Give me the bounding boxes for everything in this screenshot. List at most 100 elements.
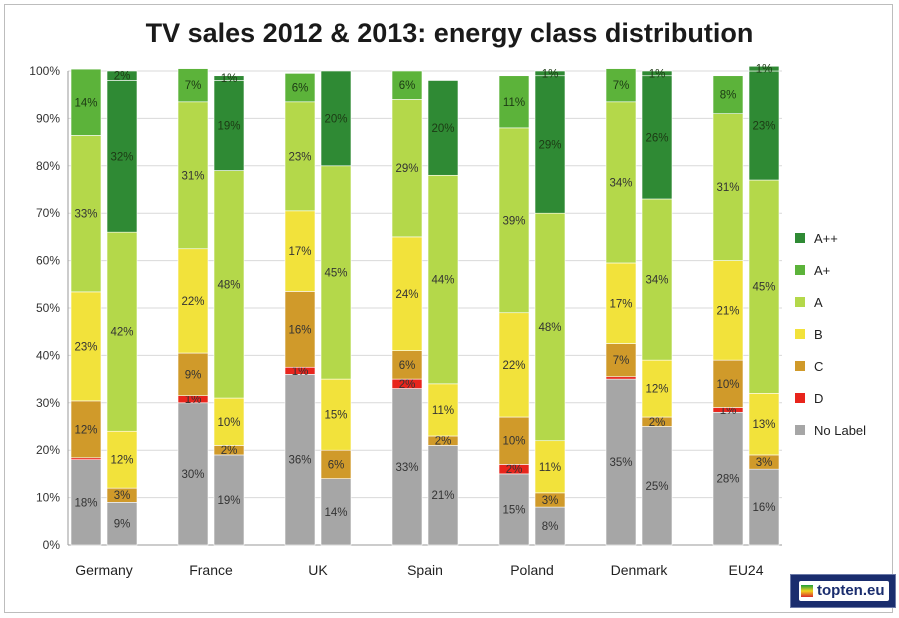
data-label: 33% xyxy=(395,462,418,474)
data-label: 23% xyxy=(288,151,311,163)
bar-segment-2012-a xyxy=(391,99,423,238)
bar-segment-2012-b xyxy=(605,262,637,344)
bar-segment-2013-no-label xyxy=(641,426,673,546)
data-label: 1% xyxy=(649,68,666,80)
data-label: 8% xyxy=(542,521,559,533)
data-label: 10% xyxy=(716,379,739,391)
data-label: 23% xyxy=(752,121,775,133)
x-tick-label: Spain xyxy=(407,562,443,578)
bar-segment-2013-aplusplus xyxy=(213,80,245,171)
data-label: 10% xyxy=(217,417,240,429)
data-label: 2% xyxy=(399,379,416,391)
bar-segment-2012-a xyxy=(605,101,637,264)
data-label: 13% xyxy=(752,419,775,431)
data-label: 14% xyxy=(74,97,97,109)
data-label: 1% xyxy=(756,64,773,76)
data-label: 22% xyxy=(502,360,525,372)
data-label: 1% xyxy=(292,366,309,378)
bar-segment-2013-a xyxy=(641,198,673,361)
data-label: 2% xyxy=(649,417,666,429)
data-label: 33% xyxy=(74,209,97,221)
bar-segment-2012-b xyxy=(177,248,209,354)
bar-segment-2012-no-label xyxy=(498,473,530,546)
bar-segment-2012-aplus xyxy=(498,75,530,129)
data-label: 6% xyxy=(292,83,309,95)
bar-segment-2012-aplus xyxy=(605,68,637,103)
y-tick-label: 0% xyxy=(43,538,61,552)
bar-segment-2012-aplus xyxy=(70,68,102,136)
bar-segment-2013-b xyxy=(748,393,780,456)
data-label: 14% xyxy=(324,507,347,519)
bar-segment-2013-no-label xyxy=(213,454,245,546)
legend-swatch-aplusplus xyxy=(795,233,805,243)
legend-label: A+ xyxy=(814,263,830,278)
data-label: 29% xyxy=(395,163,418,175)
bar-segment-2013-aplusplusplus xyxy=(534,70,566,77)
data-label: 3% xyxy=(756,457,773,469)
bar-segment-2013-b xyxy=(534,440,566,494)
data-label: 31% xyxy=(716,182,739,194)
bar-segment-2013-no-label xyxy=(534,506,566,546)
legend-label: No Label xyxy=(814,423,866,438)
bar-segment-2012-b xyxy=(284,210,316,292)
bar-segment-2013-a xyxy=(748,179,780,394)
bar-segment-2013-c xyxy=(320,449,352,479)
bar-segment-2013-b xyxy=(427,383,459,437)
data-label: 34% xyxy=(645,275,668,287)
bar-segment-2013-no-label xyxy=(106,502,138,546)
data-label: 48% xyxy=(538,322,561,334)
data-label: 21% xyxy=(431,490,454,502)
data-label: 6% xyxy=(399,360,416,372)
data-label: 22% xyxy=(181,296,204,308)
y-tick-label: 100% xyxy=(29,64,60,78)
x-tick-label: EU24 xyxy=(728,562,763,578)
bar-segment-2013-b xyxy=(641,359,673,418)
topten-logo[interactable]: topten.eu xyxy=(790,574,896,608)
data-label: 44% xyxy=(431,275,454,287)
data-label: 6% xyxy=(399,80,416,92)
bar-segment-2013-a xyxy=(320,165,352,380)
bar-segment-2013-aplusplus xyxy=(534,75,566,214)
bar-segment-2013-aplusplusplus xyxy=(106,70,138,81)
bar-segment-2012-no-label xyxy=(70,459,102,546)
data-label: 15% xyxy=(324,410,347,422)
y-tick-label: 80% xyxy=(36,159,60,173)
data-label: 19% xyxy=(217,495,240,507)
data-label: 23% xyxy=(74,341,97,353)
data-label: 21% xyxy=(716,305,739,317)
bar-segment-2013-b xyxy=(320,378,352,451)
data-label: 48% xyxy=(217,279,240,291)
data-label: 2% xyxy=(221,445,238,457)
data-label: 24% xyxy=(395,289,418,301)
data-label: 12% xyxy=(74,424,97,436)
data-label: 12% xyxy=(110,455,133,467)
data-label: 45% xyxy=(324,267,347,279)
bar-segment-2012-no-label xyxy=(712,411,744,546)
y-tick-label: 50% xyxy=(36,301,60,315)
logo-text: topten.eu xyxy=(817,582,885,599)
legend-swatch-d xyxy=(795,393,805,403)
legend-label: B xyxy=(814,327,823,342)
data-label: 7% xyxy=(613,355,630,367)
data-label: 29% xyxy=(538,139,561,151)
bar-segment-2012-b xyxy=(498,312,530,418)
bar-segment-2013-aplusplus xyxy=(106,80,138,233)
y-tick-label: 20% xyxy=(36,443,60,457)
data-label: 32% xyxy=(110,151,133,163)
data-label: 8% xyxy=(720,90,737,102)
data-label: 1% xyxy=(221,73,238,85)
logo-badge: topten.eu xyxy=(799,581,889,601)
data-label: 3% xyxy=(114,490,131,502)
chart-title: TV sales 2012 & 2013: energy class distr… xyxy=(145,18,754,48)
data-label: 2% xyxy=(506,464,523,476)
bar-segment-2013-aplusplus xyxy=(427,80,459,176)
x-tick-label: France xyxy=(189,562,233,578)
legend-swatch-a xyxy=(795,297,805,307)
bar-segment-2012-a xyxy=(498,127,530,314)
bar-segment-2013-no-label xyxy=(748,468,780,546)
data-label: 26% xyxy=(645,132,668,144)
data-label: 3% xyxy=(542,495,559,507)
bar-segment-2012-c xyxy=(70,400,102,459)
data-label: 15% xyxy=(502,504,525,516)
